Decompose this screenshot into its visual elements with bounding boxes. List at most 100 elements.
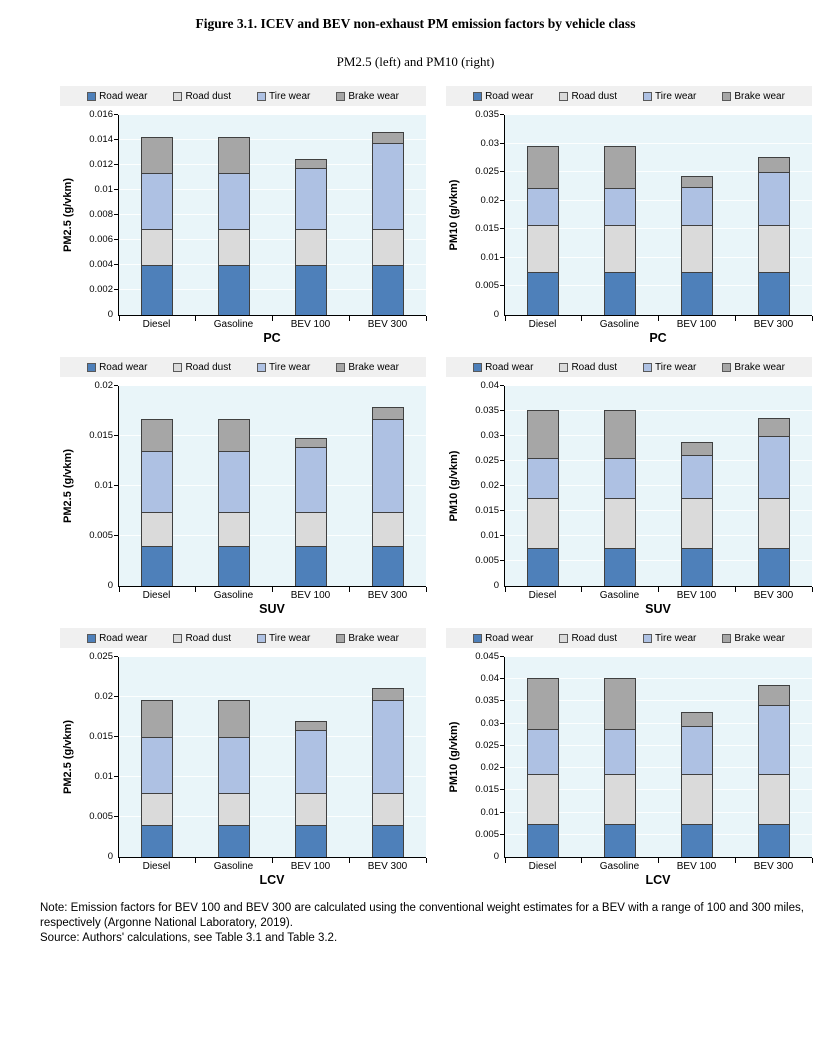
stacked-bar-bev-300	[757, 157, 790, 315]
bar-segment-road-dust	[372, 793, 403, 825]
y-tick-label: 0.014	[89, 134, 113, 145]
bar-slots	[119, 657, 426, 857]
y-tick-label: 0.02	[480, 194, 500, 206]
bar-segment-road-wear	[758, 272, 789, 315]
bar-segment-brake-wear	[295, 438, 326, 447]
y-tick-mark	[500, 285, 504, 287]
gridline	[505, 656, 812, 657]
stacked-bar-gasoline	[604, 146, 637, 315]
x-axis-labels: Diesel Gasoline BEV 100 BEV 300	[504, 590, 812, 601]
bar-segment-brake-wear	[372, 688, 403, 700]
legend-label: Tire wear	[655, 90, 697, 102]
chart-pm25-suv: Road wear Road dust Tire wear Brake wear PM2…	[60, 357, 427, 616]
y-tick-mark	[500, 171, 504, 173]
y-tick-label: 0.01	[94, 771, 114, 782]
road-dust-swatch-icon	[559, 362, 569, 372]
y-tick-label: 0.045	[475, 651, 499, 662]
bar-slot-bev-100	[273, 115, 350, 315]
stacked-bar-gasoline	[218, 700, 251, 857]
bar-segment-road-dust	[758, 774, 789, 824]
y-tick-mark	[114, 656, 118, 657]
y-tick-mark	[500, 535, 504, 536]
y-tick-label: 0	[493, 580, 499, 591]
x-tick-mark	[118, 858, 120, 863]
y-tick-mark	[500, 700, 504, 702]
gridline	[119, 816, 426, 817]
road-wear-swatch-icon	[87, 91, 97, 101]
x-category-label: BEV 300	[753, 590, 794, 601]
bar-segment-brake-wear	[605, 410, 636, 458]
x-category-label: Diesel	[528, 319, 557, 330]
y-tick-label: 0.02	[94, 691, 114, 702]
tire-wear-swatch-icon	[643, 362, 653, 372]
chart-body: PM2.5 (g/vkm) 0 0.002 0.004 0.006 0.008 0.01 0.…	[60, 110, 427, 345]
bar-segment-road-dust	[219, 229, 250, 265]
stacked-bar-bev-100	[294, 438, 327, 586]
bar-slot-gasoline	[582, 657, 659, 857]
chart-body: PM2.5 (g/vkm) 0 0.005 0.01 0.015 0.02 Diesel Ga…	[60, 381, 427, 616]
legend-item-road-dust: Road dust	[559, 91, 617, 102]
y-tick-label: 0	[493, 851, 499, 862]
y-tick-label: 0.02	[94, 380, 114, 391]
bar-segment-tire-wear	[528, 458, 559, 498]
chart-legend: Road wear Road dust Tire wear Brake wear	[446, 86, 812, 106]
legend-item-tire-wear: Tire wear	[643, 633, 696, 644]
bar-segment-tire-wear	[605, 458, 636, 498]
legend-item-tire-wear: Tire wear	[257, 91, 310, 102]
x-tick-mark	[195, 858, 197, 863]
bar-segment-road-dust	[219, 512, 250, 546]
y-tick-label: 0.03	[480, 430, 500, 441]
road-wear-swatch-icon	[87, 362, 97, 372]
bar-segment-tire-wear	[219, 451, 250, 512]
bar-slots	[505, 115, 812, 315]
tire-wear-swatch-icon	[257, 362, 267, 372]
x-tick-mark	[118, 316, 120, 321]
x-category-label: BEV 300	[753, 861, 794, 872]
gridline	[505, 767, 812, 769]
charts-grid: Road wear Road dust Tire wear Brake wear PM2…	[60, 86, 813, 887]
stacked-bar-diesel	[141, 419, 174, 586]
bar-segment-brake-wear	[758, 157, 789, 172]
bar-segment-road-wear	[758, 824, 789, 857]
brake-wear-swatch-icon	[336, 633, 346, 643]
x-tick-mark	[581, 858, 583, 863]
bar-segment-brake-wear	[372, 132, 403, 143]
road-wear-swatch-icon	[473, 633, 483, 643]
bar-segment-road-wear	[142, 546, 173, 586]
y-tick-mark	[500, 510, 504, 511]
bar-slots	[505, 386, 812, 586]
gridline	[119, 385, 426, 386]
y-axis-tick-labels: 0 0.005 0.01 0.015 0.02 0.025	[76, 652, 118, 862]
gridline	[505, 256, 812, 258]
bar-segment-road-wear	[142, 825, 173, 857]
bar-slot-diesel	[505, 386, 582, 586]
y-tick-mark	[114, 189, 118, 190]
brake-wear-swatch-icon	[336, 91, 346, 101]
bar-segment-road-dust	[372, 229, 403, 265]
gridline	[119, 189, 426, 190]
y-tick-mark	[114, 696, 118, 697]
bar-segment-road-wear	[219, 825, 250, 857]
bar-slot-gasoline	[196, 115, 273, 315]
stacked-bar-gasoline	[604, 410, 637, 586]
y-tick-label: 0.01	[480, 530, 500, 541]
bar-segment-road-dust	[758, 498, 789, 548]
y-tick-label: 0.015	[89, 731, 113, 742]
bar-segment-tire-wear	[372, 700, 403, 793]
y-tick-mark	[500, 560, 504, 561]
x-tick-mark	[504, 587, 506, 592]
bar-slot-bev-100	[273, 386, 350, 586]
bar-segment-brake-wear	[372, 407, 403, 419]
road-dust-swatch-icon	[173, 633, 183, 643]
plot-area	[114, 114, 427, 321]
y-axis-title: PM2.5 (g/vkm)	[60, 386, 76, 586]
x-tick-mark	[425, 858, 427, 863]
stacked-bar-bev-100	[294, 721, 327, 857]
note-text: Note: Emission factors for BEV 100 and B…	[40, 902, 804, 930]
plot-area	[500, 656, 813, 863]
bar-slot-gasoline	[196, 386, 273, 586]
legend-item-road-wear: Road wear	[87, 91, 147, 102]
gridline	[505, 410, 812, 411]
bar-segment-brake-wear	[681, 176, 712, 187]
x-tick-mark	[734, 858, 736, 863]
